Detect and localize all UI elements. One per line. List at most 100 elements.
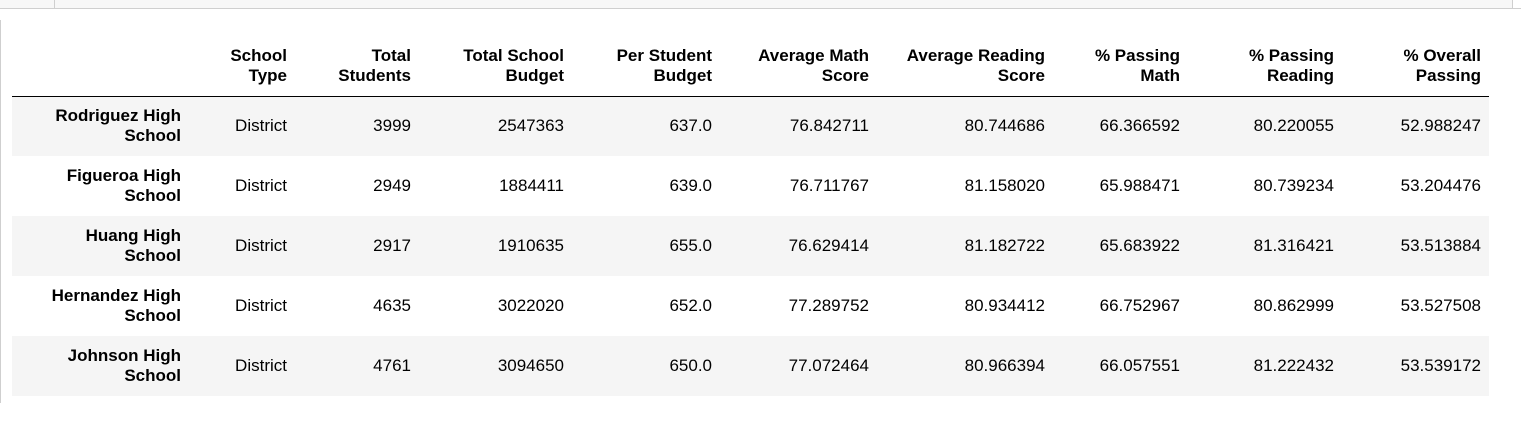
table-row: Huang High School District 2917 1910635 655.0…	[12, 216, 1489, 276]
column-header-line: % Passing	[1248, 45, 1334, 65]
cell-input-area[interactable]	[55, 0, 1513, 8]
row-index-label: Rodriguez High School	[12, 96, 189, 156]
column-header-line: Average Reading	[906, 45, 1045, 65]
table-cell: 53.539172	[1400, 356, 1481, 375]
table-cell: District	[235, 236, 287, 255]
table-row: Johnson High School District 4761 3094650 650…	[12, 336, 1489, 396]
column-header-line: Budget	[653, 65, 712, 85]
row-index-line: Hernandez High	[51, 286, 181, 305]
table-cell: 652.0	[669, 296, 712, 315]
table-cell: 639.0	[669, 176, 712, 195]
table-cell: 80.739234	[1253, 176, 1334, 195]
row-index-line: Figueroa High	[66, 166, 181, 185]
table-cell: 80.220055	[1253, 116, 1334, 136]
row-index-line: School	[124, 186, 181, 205]
table-cell: 66.752967	[1099, 296, 1180, 315]
table-cell: 53.513884	[1400, 236, 1481, 255]
column-header: Per Student Budget	[572, 36, 720, 97]
row-index-line: Huang High	[85, 226, 181, 245]
column-header-line: Type	[248, 65, 287, 85]
table-header: School Type Total Students Total School Budge…	[12, 36, 1489, 97]
column-header-line: Average Math	[758, 45, 869, 65]
table-cell: 76.711767	[789, 176, 869, 195]
table-cell: 81.316421	[1253, 236, 1334, 255]
column-header-line: % Overall	[1403, 45, 1482, 65]
table-cell: 3022020	[497, 296, 564, 315]
row-index-label: Huang High School	[12, 216, 189, 276]
column-header: Total Students	[295, 36, 419, 97]
table-cell: 80.862999	[1253, 296, 1334, 315]
table-cell: 66.366592	[1099, 116, 1180, 136]
table-cell: 52.988247	[1400, 116, 1481, 136]
column-header: % Passing Math	[1053, 36, 1188, 97]
cell-prompt-area	[0, 0, 55, 8]
table-cell: 2917	[373, 236, 411, 255]
table-cell: 655.0	[669, 236, 712, 255]
table-cell: 80.744686	[964, 116, 1045, 136]
column-header: School Type	[189, 36, 295, 97]
table-cell: 65.988471	[1099, 176, 1180, 195]
table-cell: 65.683922	[1099, 236, 1180, 255]
table-cell: 80.966394	[964, 356, 1045, 375]
row-index-label: Johnson High School	[12, 336, 189, 396]
table-cell: 81.182722	[964, 236, 1045, 255]
column-header: Average Reading Score	[877, 36, 1053, 97]
table-cell: District	[235, 356, 287, 375]
table-cell: 77.289752	[788, 296, 869, 315]
table-cell: 81.158020	[964, 176, 1045, 195]
column-header-line: Reading	[1266, 65, 1334, 85]
table-row: Hernandez High School District 4635 3022020 6…	[12, 276, 1489, 336]
table-cell: 66.057551	[1099, 356, 1180, 375]
row-index-label: Figueroa High School	[12, 156, 189, 216]
table-cell: District	[235, 116, 287, 136]
table-cell: 2949	[373, 176, 411, 195]
column-header-line: Math	[1140, 65, 1180, 85]
table-cell: 77.072464	[788, 356, 869, 375]
column-header-line: School	[230, 45, 287, 65]
dataframe-table: School Type Total Students Total School Budge…	[12, 36, 1489, 396]
table-cell: 3094650	[497, 356, 564, 375]
table-cell: 53.204476	[1400, 176, 1481, 195]
row-index-line: Rodriguez High	[55, 106, 181, 126]
table-cell: 4635	[373, 296, 411, 315]
table-row: Rodriguez High School District 3999 2547363 6…	[12, 96, 1489, 156]
column-header: Average Math Score	[720, 36, 877, 97]
column-header-line: Students	[338, 65, 411, 85]
table-cell: 53.527508	[1400, 296, 1481, 315]
index-header	[12, 36, 189, 97]
table-cell: 76.629414	[788, 236, 869, 255]
output-cell-frame	[0, 20, 7, 403]
table-cell: 3999	[373, 116, 411, 136]
table-row: Figueroa High School District 2949 1884411 63…	[12, 156, 1489, 216]
table-body: Rodriguez High School District 3999 2547363 6…	[12, 96, 1489, 396]
column-header-line: Budget	[505, 65, 564, 85]
output-area: School Type Total Students Total School Budge…	[12, 36, 1489, 396]
table-cell: 2547363	[497, 116, 564, 136]
table-cell: 81.222432	[1253, 356, 1334, 375]
table-cell: 1884411	[499, 176, 564, 195]
column-header-line: Passing	[1415, 65, 1481, 85]
column-header-line: Score	[997, 65, 1045, 85]
column-header-line: Total	[371, 45, 411, 65]
column-header-line: Total School	[463, 45, 564, 65]
table-cell: District	[235, 176, 287, 195]
column-header-line: Score	[821, 65, 869, 85]
table-cell: 76.842711	[789, 116, 869, 136]
table-cell: 650.0	[669, 356, 712, 375]
column-header: % Passing Reading	[1188, 36, 1342, 97]
column-header-line: Per Student	[616, 45, 712, 65]
table-cell: 80.934412	[964, 296, 1045, 315]
row-index-line: School	[124, 246, 181, 265]
table-cell: District	[235, 296, 287, 315]
row-index-line: Johnson High	[67, 346, 181, 365]
row-index-line: School	[124, 306, 181, 325]
row-index-line: School	[124, 366, 181, 385]
column-header: % Overall Passing	[1342, 36, 1489, 97]
table-cell: 637.0	[669, 116, 712, 136]
previous-cell-strip	[0, 0, 1521, 9]
row-index-line: School	[124, 126, 181, 146]
table-cell: 1910635	[497, 236, 564, 255]
column-header: Total School Budget	[419, 36, 572, 97]
header-row: School Type Total Students Total School Budge…	[12, 36, 1489, 97]
row-index-label: Hernandez High School	[12, 276, 189, 336]
